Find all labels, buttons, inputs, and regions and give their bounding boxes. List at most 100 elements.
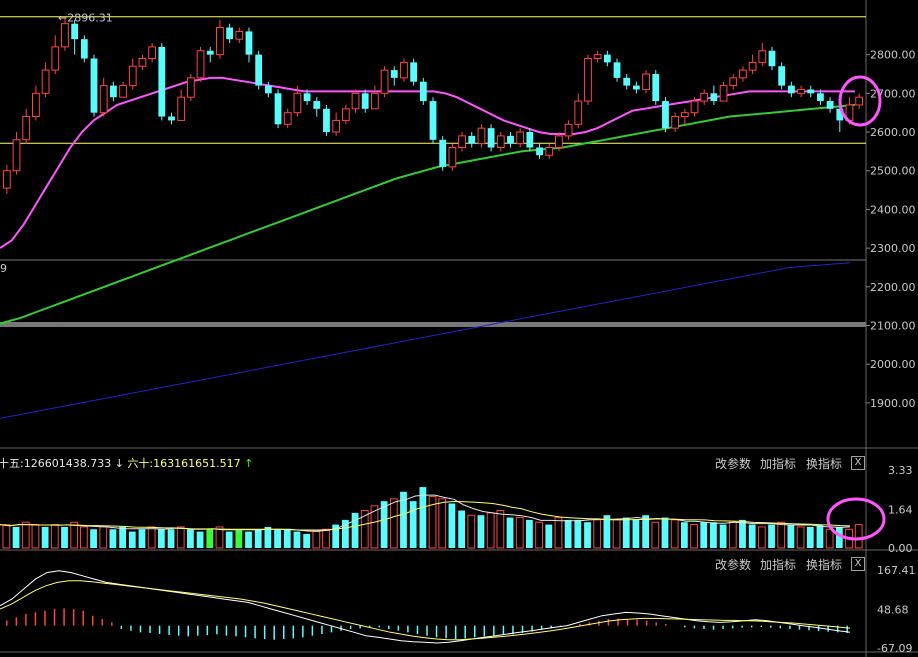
candle-body	[226, 27, 233, 40]
switch-indicator-button-indicator[interactable]: 换指标	[806, 558, 843, 572]
volume-bar	[728, 521, 737, 549]
add-indicator-button-volume[interactable]: 加指标	[760, 457, 797, 471]
annotations: ←2896.31	[58, 11, 886, 541]
candle-body	[448, 147, 457, 168]
volume-bar	[506, 517, 514, 548]
volume-bar	[574, 519, 582, 548]
volume-bar	[835, 526, 843, 548]
volume-bar	[622, 517, 630, 548]
price-tick-label: 2700.00	[870, 87, 916, 100]
price-tick-label: 2600.00	[870, 126, 916, 139]
volume-ma-line	[0, 494, 851, 532]
candle-body	[80, 39, 88, 59]
candle-body	[303, 93, 311, 102]
volume-bar	[206, 529, 214, 548]
close-icon-volume[interactable]: X	[851, 456, 865, 470]
ma-60-value: 163161651.517	[153, 457, 241, 470]
moving-average-line	[0, 262, 851, 419]
volume-bar	[341, 519, 349, 548]
volume-bar	[632, 519, 640, 548]
price-tick-label: 2400.00	[870, 203, 916, 216]
candle-body	[477, 127, 486, 145]
switch-indicator-button-volume[interactable]: 换指标	[806, 457, 843, 471]
volume-bar	[322, 528, 330, 549]
volume-bar	[293, 531, 301, 548]
candle-body	[680, 112, 689, 118]
add-indicator-button-indicator[interactable]: 加指标	[760, 558, 797, 572]
volume-bar	[187, 529, 194, 548]
candle-body	[855, 96, 864, 106]
candle-body	[216, 27, 224, 56]
close-icon-indicator[interactable]: X	[851, 557, 865, 571]
volume-bar	[50, 524, 59, 549]
candle-body	[593, 54, 602, 60]
volume-bar	[486, 512, 495, 549]
volume-bar	[564, 519, 572, 548]
candle-body	[758, 50, 767, 63]
volume-bar	[584, 522, 591, 548]
volume-bar	[816, 524, 824, 548]
candle-body	[186, 77, 195, 98]
ma-15-label: 十五	[0, 457, 20, 470]
candle-body	[613, 62, 621, 78]
candle-body	[235, 30, 244, 40]
volume-bar	[448, 503, 456, 548]
highlight-circle-volume	[826, 497, 886, 541]
volume-bar	[545, 524, 553, 548]
candle-body	[700, 92, 709, 102]
moving-average-line	[0, 76, 855, 249]
volume-bar	[748, 524, 756, 548]
volume-bar	[710, 522, 717, 548]
volume-bar	[274, 529, 281, 548]
volume-bar	[303, 533, 311, 548]
candle-body	[768, 50, 776, 67]
candle-body	[351, 92, 360, 110]
volume-bar	[264, 526, 272, 548]
volume-bar	[428, 495, 437, 549]
candle-body	[748, 61, 757, 71]
candle-body	[323, 108, 330, 133]
volume-panel[interactable]	[0, 487, 863, 549]
candle-body	[22, 116, 31, 141]
volume-bar	[477, 515, 485, 548]
params-button-volume[interactable]: 改参数	[715, 457, 752, 471]
volume-bar	[245, 531, 252, 548]
macd-panel[interactable]	[0, 570, 851, 644]
candle-body	[128, 65, 137, 87]
candle-body	[148, 46, 157, 60]
candle-body	[313, 101, 321, 109]
ma-15-value: 126601438.733	[23, 457, 112, 470]
candle-body	[555, 135, 563, 149]
volume-bar	[138, 529, 146, 548]
ma-60-direction: ↑	[244, 457, 254, 470]
candle-body	[293, 92, 302, 114]
volume-tick-label: 0.00	[888, 542, 913, 555]
volume-bar	[176, 526, 185, 549]
candle-body	[642, 73, 650, 90]
volume-bar	[554, 517, 563, 549]
volume-bar	[61, 526, 68, 548]
candle-body	[90, 58, 98, 113]
volume-bar	[254, 529, 262, 548]
price-tick-label: 2300.00	[870, 242, 916, 255]
candle-body	[817, 93, 824, 102]
candle-body	[671, 116, 680, 129]
volume-bar	[215, 526, 224, 549]
volume-ma-line	[0, 500, 851, 531]
price-panel[interactable]	[0, 16, 866, 419]
volume-bar	[99, 526, 108, 549]
volume-bar	[360, 510, 369, 549]
macd-dea-line	[0, 580, 851, 641]
volume-bar	[225, 531, 233, 548]
volume-bar	[438, 498, 447, 549]
y-axis-labels: 2800.00 2700.00 2600.00 2500.00 2400.00 2300.…	[866, 49, 916, 655]
candle-body	[410, 62, 418, 82]
params-button-indicator[interactable]: 改参数	[715, 558, 752, 572]
volume-bar	[777, 521, 786, 549]
candle-body	[536, 147, 543, 156]
volume-bar	[612, 519, 621, 549]
candle-body	[439, 139, 447, 167]
volume-bar	[467, 514, 476, 549]
